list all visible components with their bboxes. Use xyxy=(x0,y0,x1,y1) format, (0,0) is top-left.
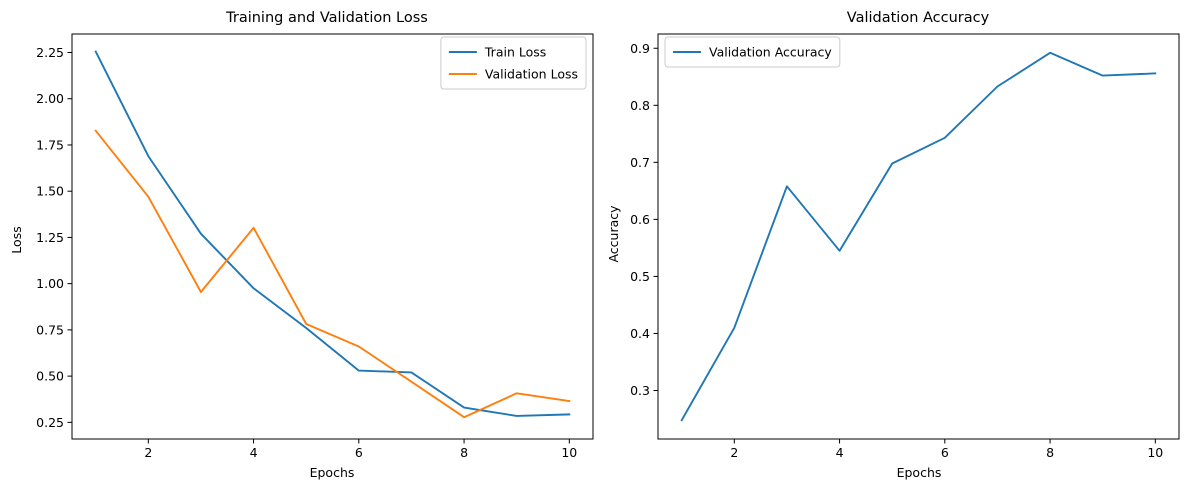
accuracy-chart-legend: Validation Accuracy xyxy=(664,36,841,68)
accuracy-chart-y-axis-label: Accuracy xyxy=(606,205,621,263)
loss-chart-legend: Train Loss Validation Loss xyxy=(440,36,587,90)
loss-chart-y-tick-label: 2.00 xyxy=(36,91,64,106)
loss-chart-series-train-loss xyxy=(94,50,571,417)
loss-chart-x-axis-label: Epochs xyxy=(310,465,355,480)
accuracy-chart-y-tick-label: 0.7 xyxy=(630,155,650,170)
loss-chart-y-tick-label: 1.25 xyxy=(36,230,64,245)
accuracy-chart-legend-label: Validation Accuracy xyxy=(709,45,832,60)
loss-chart-y-tick-label: 0.50 xyxy=(36,369,64,384)
accuracy-chart-y-tick-label: 0.4 xyxy=(630,326,650,341)
accuracy-chart-title: Validation Accuracy xyxy=(847,10,990,26)
accuracy-chart-x-tick-label: 6 xyxy=(941,445,949,460)
loss-chart-x-tick-label: 8 xyxy=(460,445,468,460)
loss-chart-y-tick-label: 2.25 xyxy=(36,45,64,60)
loss-chart-y-tick-label: 1.00 xyxy=(36,276,64,291)
accuracy-chart-x-tick-label: 4 xyxy=(836,445,844,460)
accuracy-chart-x-axis-label: Epochs xyxy=(897,465,942,480)
loss-chart-x-tick-label: 6 xyxy=(355,445,363,460)
loss-chart-y-axis-label: Loss xyxy=(9,226,24,253)
loss-chart-y-tick-label: 1.75 xyxy=(36,137,64,152)
loss-chart-y-tick-label: 0.75 xyxy=(36,322,64,337)
accuracy-chart-x-tick-label: 8 xyxy=(1046,445,1054,460)
loss-chart-x-tick-label: 4 xyxy=(250,445,258,460)
accuracy-chart-series-validation-accuracy xyxy=(680,51,1157,422)
accuracy-chart-y-tick-label: 0.9 xyxy=(630,41,650,56)
accuracy-chart-plot-area: 2 4 6 8 10 0.3 0.4 0.5 0.6 0.7 0.8 0.9 xyxy=(630,33,1180,460)
loss-chart-plot-area: 2 4 6 8 10 0.25 0.50 0.75 1.00 1.25 1.50 1.75 2.00 2.… xyxy=(36,33,594,460)
loss-chart-legend-label: Train Loss xyxy=(484,45,546,60)
accuracy-chart-x-tick-label: 10 xyxy=(1147,445,1163,460)
loss-chart-legend-label: Validation Loss xyxy=(485,67,578,82)
loss-chart-series-validation-loss xyxy=(94,129,571,419)
loss-chart-y-tick-label: 0.25 xyxy=(36,415,64,430)
loss-chart: Training and Validation Loss Epochs Loss… xyxy=(9,10,594,480)
loss-chart-legend-box xyxy=(440,36,587,90)
loss-chart-title: Training and Validation Loss xyxy=(225,10,428,26)
accuracy-chart-y-tick-label: 0.3 xyxy=(630,383,650,398)
accuracy-chart-y-tick-label: 0.6 xyxy=(630,212,650,227)
accuracy-chart-axes-frame xyxy=(657,33,1180,440)
accuracy-chart-y-tick-label: 0.5 xyxy=(630,269,650,284)
loss-chart-axes-frame xyxy=(71,33,594,440)
loss-chart-y-tick-label: 1.50 xyxy=(36,184,64,199)
loss-chart-x-tick-label: 10 xyxy=(561,445,577,460)
accuracy-chart: Validation Accuracy Epochs Accuracy 2 4 6 8… xyxy=(606,10,1180,480)
loss-chart-x-tick-label: 2 xyxy=(144,445,152,460)
accuracy-chart-y-tick-label: 0.8 xyxy=(630,98,650,113)
accuracy-chart-legend-box xyxy=(664,36,841,68)
accuracy-chart-x-tick-label: 2 xyxy=(730,445,738,460)
